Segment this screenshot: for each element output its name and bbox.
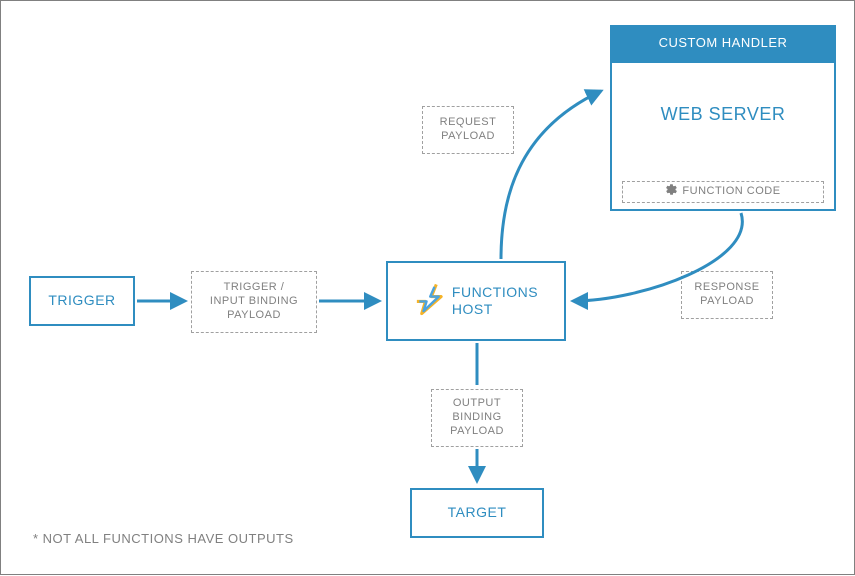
footnote-text: * NOT ALL FUNCTIONS HAVE OUTPUTS xyxy=(33,531,294,546)
footnote: * NOT ALL FUNCTIONS HAVE OUTPUTS xyxy=(33,531,294,546)
functions-host-label: FUNCTIONS HOST xyxy=(452,284,538,319)
trigger-box: TRIGGER xyxy=(29,276,135,326)
function-code-label: FUNCTION CODE xyxy=(682,185,780,199)
output-payload-label: OUTPUT BINDING PAYLOAD xyxy=(450,397,504,438)
output-payload-box: OUTPUT BINDING PAYLOAD xyxy=(431,389,523,447)
gear-icon xyxy=(665,183,678,201)
custom-handler-header: CUSTOM HANDLER xyxy=(610,25,836,61)
target-box: TARGET xyxy=(410,488,544,538)
response-payload-box: RESPONSE PAYLOAD xyxy=(681,271,773,319)
custom-handler-header-label: CUSTOM HANDLER xyxy=(659,35,788,51)
input-payload-label: TRIGGER / INPUT BINDING PAYLOAD xyxy=(210,281,298,322)
functions-host-box: FUNCTIONS HOST xyxy=(386,261,566,341)
trigger-label: TRIGGER xyxy=(48,292,115,310)
input-payload-box: TRIGGER / INPUT BINDING PAYLOAD xyxy=(191,271,317,333)
response-payload-label: RESPONSE PAYLOAD xyxy=(694,281,759,309)
request-payload-box: REQUEST PAYLOAD xyxy=(422,106,514,154)
request-payload-label: REQUEST PAYLOAD xyxy=(440,116,497,144)
diagram-canvas: CUSTOM HANDLER WEB SERVER FUNCTION CODE … xyxy=(0,0,855,575)
function-code-box: FUNCTION CODE xyxy=(622,181,824,203)
web-server-label: WEB SERVER xyxy=(661,103,786,126)
target-label: TARGET xyxy=(448,504,507,522)
bolt-icon xyxy=(414,282,444,321)
